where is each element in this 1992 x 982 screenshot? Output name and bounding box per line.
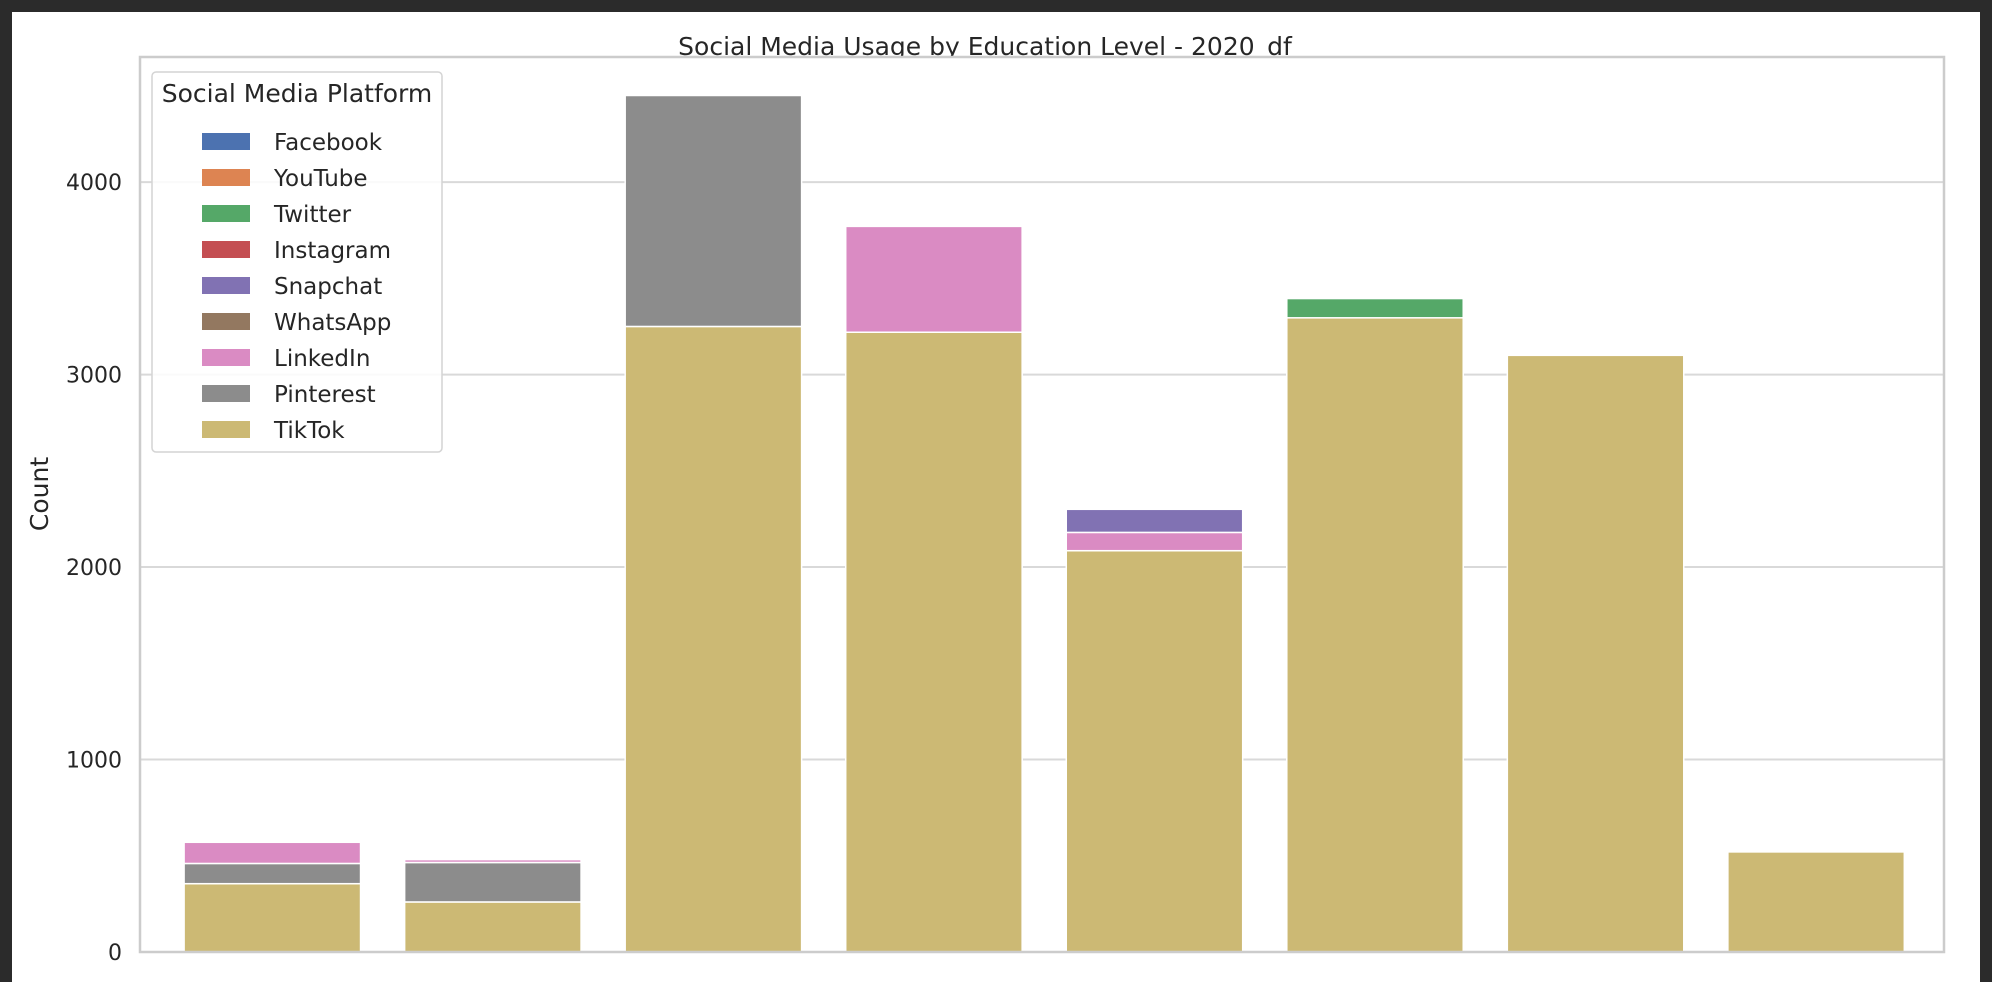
- bar-segment-tiktok: [1286, 317, 1464, 953]
- plot-frame: [138, 55, 1946, 954]
- y-tick-label: 3000: [66, 364, 122, 389]
- legend-label-instagram: Instagram: [274, 238, 391, 264]
- bar-segment-twitter: [1286, 297, 1464, 319]
- bar-segment-tiktok: [183, 882, 362, 953]
- legend-label-tiktok: TikTok: [273, 418, 345, 444]
- legend-label-youtube: YouTube: [273, 166, 368, 192]
- bar-segment-tiktok: [1727, 851, 1906, 953]
- legend-label-facebook: Facebook: [274, 130, 383, 156]
- legend-swatch-tiktok: [202, 421, 250, 438]
- legend-swatch-twitter: [202, 205, 250, 222]
- bar-segment-tiktok: [1506, 354, 1685, 953]
- y-tick-label: 4000: [66, 171, 122, 196]
- legend-label-whatsapp: WhatsApp: [274, 310, 391, 336]
- bar-segment-tiktok: [403, 901, 582, 953]
- y-tick-label: 1000: [66, 749, 122, 774]
- legend-swatch-facebook: [202, 133, 250, 150]
- legend: Social Media Platform Facebook YouTube Twit…: [151, 71, 443, 453]
- bar-segment-pinterest: [403, 861, 582, 903]
- legend-swatch-linkedin: [202, 349, 250, 366]
- legend-label-twitter: Twitter: [273, 202, 352, 228]
- legend-swatch-pinterest: [202, 385, 250, 402]
- stacked-bar-chart: Social Media Usage by Education Level - …: [25, 32, 1946, 966]
- y-tick-label: 0: [108, 941, 122, 966]
- bar-segment-tiktok: [1065, 549, 1244, 953]
- legend-label-pinterest: Pinterest: [274, 382, 376, 408]
- chart-figure: Social Media Usage by Education Level - …: [12, 12, 1980, 982]
- y-axis-label: Count: [25, 457, 54, 531]
- bar-segment-linkedin: [844, 225, 1023, 333]
- legend-swatch-youtube: [202, 169, 250, 186]
- bar-segment-tiktok: [624, 325, 803, 953]
- legend-swatch-whatsapp: [202, 313, 250, 330]
- legend-title: Social Media Platform: [162, 79, 433, 108]
- bar-segment-pinterest: [624, 94, 803, 328]
- legend-swatch-snapchat: [202, 277, 250, 294]
- y-tick-label: 2000: [66, 556, 122, 581]
- bar-segment-tiktok: [844, 331, 1023, 953]
- legend-label-linkedin: LinkedIn: [274, 346, 370, 372]
- bar-segment-pinterest: [183, 862, 362, 885]
- legend-swatch-instagram: [202, 241, 250, 258]
- bar-segment-snapchat: [1065, 508, 1244, 534]
- bar-segment-linkedin: [403, 858, 582, 864]
- bar-segment-linkedin: [1065, 531, 1244, 552]
- legend-label-snapchat: Snapchat: [274, 274, 382, 300]
- bar-segment-linkedin: [183, 841, 362, 865]
